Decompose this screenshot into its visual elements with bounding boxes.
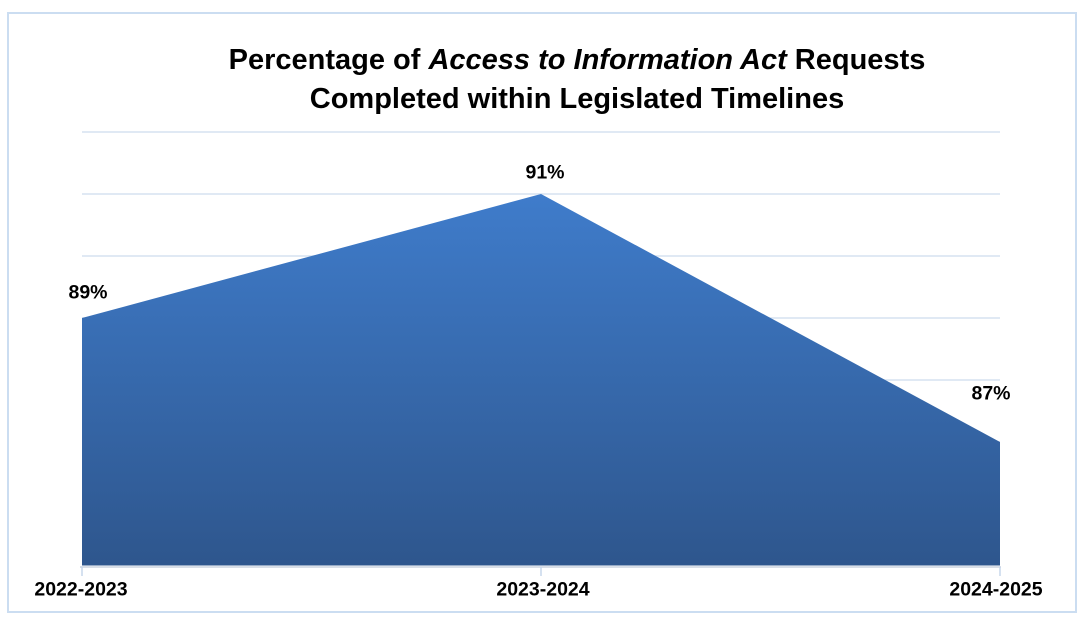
chart-title-line1: Percentage of Access to Information Act …	[72, 41, 1082, 80]
chart-title: Percentage of Access to Information Act …	[72, 41, 1082, 119]
data-label-2022-2023: 89%	[68, 281, 108, 304]
chart-title-line2: Completed within Legislated Timelines	[309, 83, 845, 115]
chart-title-text: Percentage of	[228, 44, 429, 76]
x-axis-label-2024-2025: 2024-2025	[949, 578, 1043, 601]
x-axis-label-2023-2024: 2023-2024	[496, 578, 590, 601]
data-label-2024-2025: 87%	[971, 382, 1011, 405]
data-label-2023-2024: 91%	[525, 161, 565, 184]
chart-title-italic-text: Access to Information Act	[428, 44, 787, 76]
x-axis-label-2022-2023: 2022-2023	[34, 578, 128, 601]
chart-title-text-after: Requests	[786, 44, 926, 76]
area-series	[82, 194, 1000, 566]
